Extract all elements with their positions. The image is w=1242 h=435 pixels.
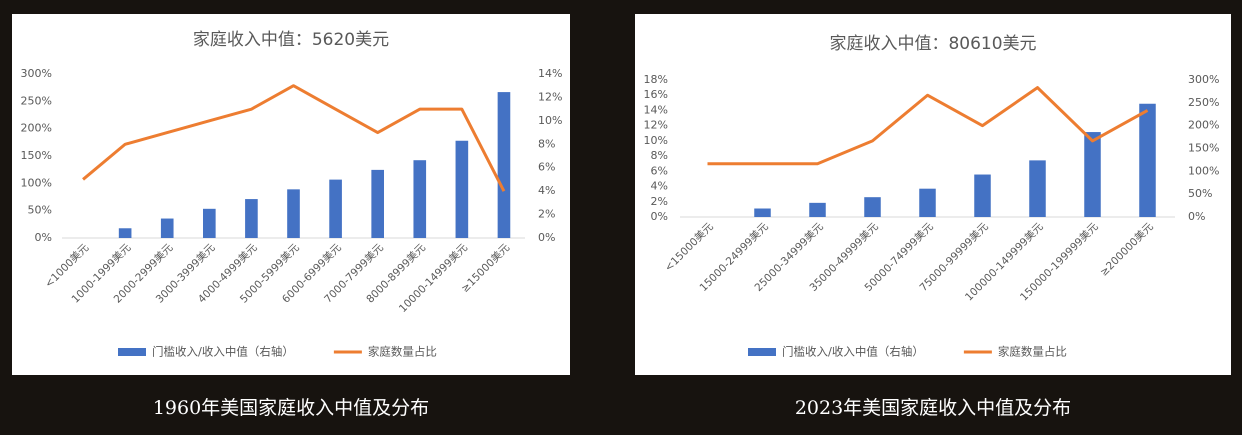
chart: 家庭收入中值：80610美元 2023年美国家庭收入中值及分布 0% 2% 4% 6% 8%…: [635, 14, 1231, 419]
y2-tick-label: 100%: [1188, 164, 1219, 177]
bar: [203, 208, 216, 238]
y-tick-label: 12%: [644, 119, 668, 132]
y-tick-label: 16%: [644, 88, 668, 101]
y-tick-label: 2%: [651, 195, 668, 208]
line: [707, 86, 1149, 166]
bar: [919, 188, 936, 217]
bar: [864, 197, 881, 217]
y2-tick-label: 200%: [1188, 119, 1219, 132]
y2-tick-label: 14%: [538, 67, 562, 80]
y-tick-label: 100%: [21, 176, 52, 189]
y-tick-label: 150%: [21, 149, 52, 162]
y-tick-label: 10%: [644, 134, 668, 147]
bar: [497, 92, 511, 238]
bar: [809, 202, 826, 217]
bar: [1084, 132, 1101, 217]
y2-tick-label: 0%: [1188, 210, 1205, 223]
bar: [118, 228, 132, 238]
caption: 2023年美国家庭收入中值及分布: [795, 397, 1071, 419]
y-tick-label: 300%: [21, 67, 52, 80]
bar: [160, 218, 174, 238]
y-tick-label: 18%: [644, 73, 668, 86]
legend-swatch: [118, 348, 146, 356]
caption: 1960年美国家庭收入中值及分布: [153, 397, 429, 419]
chart-title: 家庭收入中值：5620美元: [193, 30, 389, 50]
y2-tick-label: 12%: [538, 90, 562, 103]
y-tick-label: 6%: [651, 164, 668, 177]
y2-tick-label: 8%: [538, 137, 555, 150]
y-tick-label: 14%: [644, 103, 668, 116]
y2-tick-label: 150%: [1188, 142, 1219, 155]
y2-tick-label: 4%: [538, 184, 555, 197]
chart: 家庭收入中值：5620美元 1960年美国家庭收入中值及分布 0% 50% 100% 15…: [12, 14, 570, 419]
bar: [1139, 103, 1156, 217]
y-tick-label: 4%: [651, 180, 668, 193]
y-tick-label: 250%: [21, 94, 52, 107]
y2-tick-label: 0%: [538, 231, 555, 244]
y2-tick-label: 300%: [1188, 73, 1219, 86]
y-tick-label: 200%: [21, 122, 52, 135]
bar: [245, 199, 258, 238]
bar: [1029, 160, 1046, 217]
y2-tick-label: 6%: [538, 161, 555, 174]
y-tick-label: 8%: [651, 149, 668, 162]
bar: [974, 174, 991, 217]
legend-swatch: [748, 348, 776, 356]
bar: [754, 208, 771, 217]
y2-tick-label: 50%: [1188, 187, 1212, 200]
legend-label: 门槛收入/收入中值（右轴）: [152, 345, 294, 359]
line: [82, 84, 506, 192]
chart-title: 家庭收入中值：80610美元: [829, 34, 1036, 54]
bar: [413, 160, 427, 238]
y2-tick-label: 2%: [538, 208, 555, 221]
bar: [371, 169, 384, 238]
bar: [287, 189, 300, 238]
legend-label: 门槛收入/收入中值（右轴）: [782, 345, 924, 359]
y-tick-label: 50%: [28, 204, 52, 217]
y-tick-label: 0%: [35, 231, 52, 244]
bar: [455, 140, 469, 238]
bar: [329, 179, 342, 238]
y2-tick-label: 10%: [538, 114, 562, 127]
legend-label: 家庭数量占比: [998, 345, 1067, 359]
y2-tick-label: 250%: [1188, 96, 1219, 109]
legend-label: 家庭数量占比: [368, 345, 437, 359]
y-tick-label: 0%: [651, 210, 668, 223]
